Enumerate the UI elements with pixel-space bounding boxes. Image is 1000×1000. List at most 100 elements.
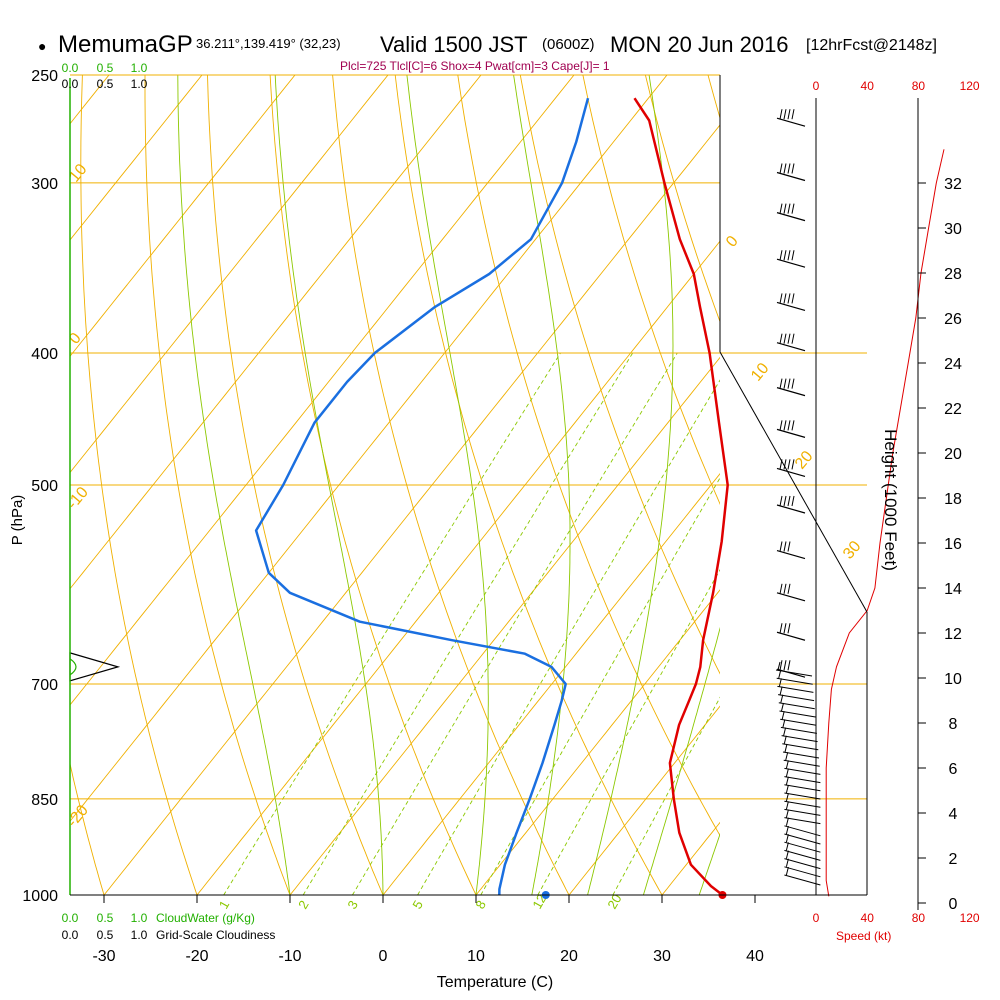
wind-barb xyxy=(776,623,806,641)
isotherm--10 xyxy=(289,356,720,895)
height-tick-label-28: 28 xyxy=(944,266,962,283)
moist-adiabat-16 xyxy=(513,75,571,895)
wind-barb xyxy=(776,163,806,182)
x-tick-label-0: 0 xyxy=(379,948,388,965)
cloud-water-tick-top-0: 0.0 xyxy=(62,61,79,75)
height-tick-label-0: 0 xyxy=(949,896,958,913)
cloud-water-tick-top-1: 0.5 xyxy=(97,61,114,75)
isotherm--30 xyxy=(103,124,720,895)
y-tick-label-300: 300 xyxy=(31,176,58,193)
dry-adiabat-30 xyxy=(394,75,663,895)
height-tick-label-20: 20 xyxy=(944,446,962,463)
dry-adiabat-20 xyxy=(332,75,570,895)
mixing-ratio-label-8: 8 xyxy=(472,898,489,912)
speed-tick-bottom-80: 80 xyxy=(912,911,926,925)
dry-adiabat-120 xyxy=(958,75,1000,895)
height-tick-label-22: 22 xyxy=(944,401,962,418)
y-axis-label: P (hPa) xyxy=(9,495,26,546)
dry-adiabat-label-2: 20 xyxy=(792,448,817,473)
wind-barb xyxy=(784,817,821,837)
dry-adiabat-label-0: 0 xyxy=(723,233,742,251)
dry-adiabat-label-1: 10 xyxy=(748,360,773,385)
wind-barb xyxy=(780,711,817,726)
cloud-fraction-label: Grid-Scale Cloudiness xyxy=(156,928,275,942)
height-tick-label-2: 2 xyxy=(949,851,958,868)
cloud-water-label: CloudWater (g/Kg) xyxy=(156,911,255,925)
height-tick-label-10: 10 xyxy=(944,671,962,688)
height-tick-label-6: 6 xyxy=(949,761,958,778)
dry-adiabat-40 xyxy=(457,75,720,837)
cloud-fraction-tick-top-2: 1.0 xyxy=(131,77,148,91)
profiles xyxy=(69,97,945,899)
valid-date: MON 20 Jun 2016 xyxy=(610,32,789,57)
cloud-fraction-tick-bottom-2: 1.0 xyxy=(131,928,148,942)
mixing-ratio-line-5 xyxy=(417,379,720,895)
y-tick-label-1000: 1000 xyxy=(22,888,58,905)
x-tick-label--20: -20 xyxy=(185,948,208,965)
wind-barb xyxy=(784,801,821,816)
speed-tick-top-80: 80 xyxy=(912,79,926,93)
slope-boundary xyxy=(719,351,868,613)
height-tick-label-14: 14 xyxy=(944,581,962,598)
wind-barb xyxy=(777,678,814,693)
wind-speed-profile xyxy=(825,149,945,897)
x-tick-label-40: 40 xyxy=(746,948,764,965)
isotherm-0 xyxy=(382,473,720,895)
wind-barb xyxy=(776,670,813,685)
height-tick-label-18: 18 xyxy=(944,491,962,508)
speed-ticks-bottom: 0 40 80 120 xyxy=(813,911,980,925)
dry-adiabat-label-6: -10 xyxy=(64,484,92,513)
speed-tick-top-0: 0 xyxy=(813,79,820,93)
wind-barb xyxy=(776,541,806,560)
x-tick-label-10: 10 xyxy=(467,948,485,965)
isotherm-20 xyxy=(568,705,720,895)
valid-time: Valid 1500 JST xyxy=(380,32,528,57)
mixing-ratio-label-3: 3 xyxy=(344,898,361,912)
wind-barb xyxy=(782,743,820,759)
wind-barb xyxy=(783,752,820,767)
x-tick-label-20: 20 xyxy=(560,948,578,965)
height-tick-label-4: 4 xyxy=(949,806,958,823)
x-tick-label-30: 30 xyxy=(653,948,671,965)
cloud-water-tick-bottom-1: 0.5 xyxy=(97,911,114,925)
height-tick-label-30: 30 xyxy=(944,221,962,238)
cloud-scale-bottom: 0.0 0.5 1.0 0.0 0.5 1.0 xyxy=(62,911,148,942)
wind-barb xyxy=(784,834,821,853)
cloud-water-tick-top-2: 1.0 xyxy=(131,61,148,75)
isotherm-10 xyxy=(475,589,720,895)
speed-tick-top-40: 40 xyxy=(861,79,875,93)
y-tick-label-250: 250 xyxy=(31,68,58,85)
cloud-fraction-tick-top-1: 0.5 xyxy=(97,77,114,91)
wind-barb xyxy=(776,333,806,352)
height-tick-label-8: 8 xyxy=(949,716,958,733)
mixing-ratio-line-20 xyxy=(612,696,720,895)
cloud-marker xyxy=(69,652,121,682)
wind-barb xyxy=(780,719,817,734)
temperature-ticks: -30 -20 -10 0 10 20 30 40 xyxy=(92,895,764,965)
y-tick-label-400: 400 xyxy=(31,346,58,363)
speed-tick-bottom-0: 0 xyxy=(813,911,820,925)
wind-barb xyxy=(776,459,806,477)
moist-adiabat-10 xyxy=(406,75,489,895)
wind-barb xyxy=(776,250,806,268)
mixing-ratio-label-2: 2 xyxy=(295,898,312,912)
speed-tick-bottom-120: 120 xyxy=(960,911,980,925)
dry-adiabat-50 xyxy=(519,75,720,675)
dry-adiabat-10 xyxy=(269,75,477,895)
mixing-ratio-line-3 xyxy=(352,352,678,895)
dry-adiabat--30 xyxy=(70,761,105,895)
wind-barb xyxy=(784,858,821,878)
x-tick-label--10: -10 xyxy=(278,948,301,965)
height-tick-label-12: 12 xyxy=(944,626,962,643)
wind-barb xyxy=(779,702,816,718)
axes xyxy=(69,75,919,910)
wind-barbs xyxy=(775,109,821,886)
x-axis-label: Temperature (C) xyxy=(437,974,553,991)
moist-adiabat-22 xyxy=(587,75,674,895)
isotherm--110 xyxy=(0,75,16,895)
wind-barb xyxy=(776,293,806,311)
wind-barb xyxy=(784,809,821,825)
wind-barb xyxy=(776,660,806,678)
